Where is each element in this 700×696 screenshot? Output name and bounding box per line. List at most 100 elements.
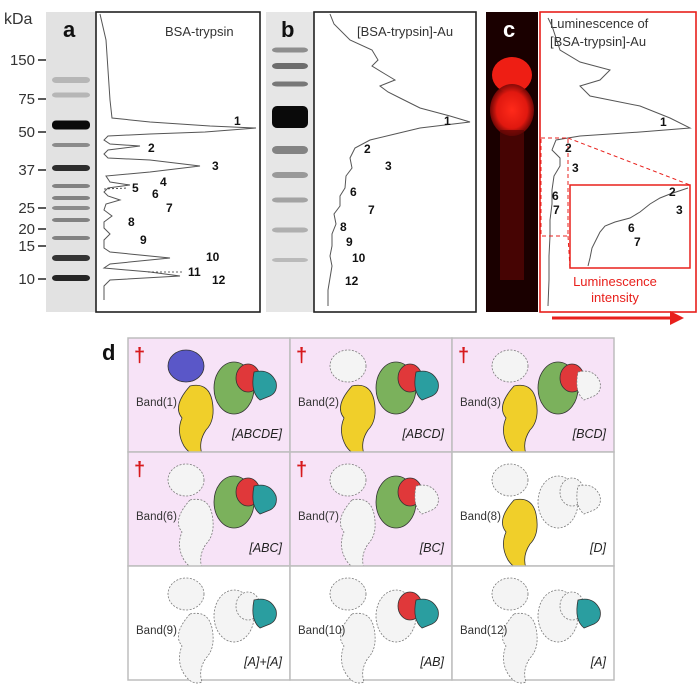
band-number-label: 3 — [212, 159, 219, 173]
protein-domain-A — [414, 484, 439, 515]
band-cell: Band(9) [A]+[A] — [127, 565, 291, 684]
panel-c: c Luminescence of [BSA-trypsin]-Au 12367… — [486, 11, 697, 325]
band-number-label: 8 — [128, 215, 135, 229]
panel-c-letter: c — [503, 17, 515, 42]
gel-band — [272, 258, 308, 262]
band-number-label: 1 — [444, 114, 451, 128]
protein-domain-E — [491, 349, 529, 383]
protein-domain-E — [491, 463, 529, 497]
band-cell-domains: [ABC] — [248, 541, 282, 555]
band-cell-label: Band(10) — [298, 625, 345, 637]
protein-domain-E — [491, 577, 529, 611]
band-cell: Band(10) [AB] — [289, 565, 453, 684]
band-cell: † Band(2) [ABCD] — [289, 337, 453, 456]
protein-domain-A — [576, 484, 601, 515]
gel-band — [52, 196, 90, 200]
protein-domain-A — [414, 598, 439, 629]
gel-bands-b — [272, 47, 308, 262]
densitometry-frame-a — [95, 11, 261, 313]
band-number-label: 7 — [368, 203, 375, 217]
panel-b-title: [BSA-trypsin]-Au — [357, 24, 453, 39]
band-cell: Band(8) [D] — [451, 451, 615, 570]
band-number-label: 4 — [160, 175, 167, 189]
dagger-mark: † — [458, 345, 469, 367]
band-number-label: 8 — [340, 220, 347, 234]
densitometry-frame-b — [313, 11, 477, 313]
panel-a-title: BSA-trypsin — [165, 24, 234, 39]
protein-domain-D — [340, 498, 376, 570]
mw-tick-label: 150 — [10, 52, 35, 69]
lum-band-high — [492, 57, 532, 93]
protein-domain-A — [252, 370, 277, 401]
protein-domain-A — [252, 484, 277, 515]
zoom-inset-trace — [587, 187, 689, 267]
band-cell-domains: [A] — [590, 655, 607, 669]
gel-band — [52, 92, 90, 98]
zoom-inset — [569, 184, 691, 269]
gel-band — [52, 275, 90, 281]
gel-band — [272, 81, 308, 87]
gel-band — [52, 255, 90, 261]
inset-band-label: 2 — [669, 185, 676, 199]
band-cell: † Band(1) [ABCDE] — [127, 337, 291, 456]
gel-band — [272, 227, 308, 233]
densitometry-trace-b — [327, 13, 471, 306]
protein-domain-D — [178, 612, 214, 684]
gel-band — [52, 165, 90, 171]
xlabel-line1: Luminescence — [573, 274, 657, 289]
gel-band — [272, 146, 308, 154]
lum-band-main — [490, 84, 534, 136]
band-number-label: 5 — [132, 181, 139, 195]
protein-domain-D — [178, 498, 214, 570]
zoom-connector-top — [567, 137, 691, 186]
band-cell: † Band(3) [BCD] — [451, 337, 615, 456]
mw-tick-label: 50 — [18, 124, 35, 141]
mw-tick-label: 20 — [18, 221, 35, 238]
band-number-label: 7 — [166, 201, 173, 215]
luminescence-trace — [547, 17, 692, 307]
band-number-label: 3 — [572, 161, 579, 175]
mw-tick-label: 25 — [18, 200, 35, 217]
gel-lane-a — [46, 12, 96, 312]
panel-a-letter: a — [63, 17, 76, 42]
panel-b-letter: b — [281, 17, 294, 42]
protein-domain-E — [167, 463, 205, 497]
band-number-label: 10 — [206, 250, 220, 264]
band-cell-label: Band(7) — [298, 511, 339, 523]
gel-band — [52, 143, 90, 147]
mw-tick-label: 37 — [18, 162, 35, 179]
protein-domain-E — [167, 349, 205, 383]
band-number-label: 6 — [152, 187, 159, 201]
band-cell-domains: [BC] — [419, 541, 445, 555]
gel-band — [52, 236, 90, 240]
panel-d: d † Band(1) [ABCDE] † Band(2) [ABCD] † Band(3) [… — [102, 337, 615, 684]
band-number-label: 1 — [660, 115, 667, 129]
band-number-label: 2 — [565, 141, 572, 155]
dagger-mark: † — [134, 459, 145, 481]
band-cell-label: Band(9) — [136, 625, 177, 637]
band-cell-label: Band(3) — [460, 397, 501, 409]
band-number-label: 12 — [212, 273, 226, 287]
gel-band — [52, 206, 90, 210]
mw-unit-label: kDa — [4, 11, 33, 28]
band-cell-label: Band(2) — [298, 397, 339, 409]
protein-domain-D — [340, 612, 376, 684]
protein-domain-E — [329, 463, 367, 497]
gel-band — [272, 63, 308, 69]
densitometry-trace-a — [99, 13, 257, 300]
band-number-label: 11 — [188, 265, 201, 279]
panel-c-title-line2: [BSA-trypsin]-Au — [550, 34, 646, 49]
protein-domain-D — [502, 612, 538, 684]
gel-band — [52, 77, 90, 83]
band-cell: † Band(6) [ABC] — [127, 451, 291, 570]
dagger-mark: † — [296, 459, 307, 481]
band-number-label: 12 — [345, 274, 359, 288]
inset-band-label: 7 — [634, 235, 641, 249]
lum-smear — [500, 130, 524, 280]
